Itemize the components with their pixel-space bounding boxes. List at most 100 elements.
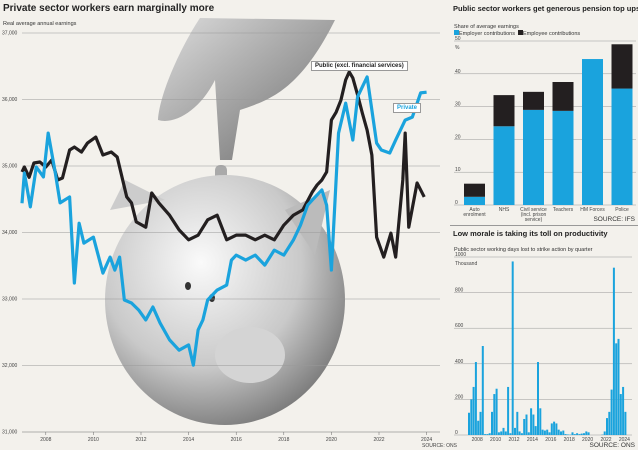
- pension-unit: %: [455, 45, 460, 51]
- strike-bar: [518, 431, 521, 435]
- strike-bar: [562, 430, 565, 435]
- strike-bar: [557, 429, 560, 435]
- strike-bar: [560, 431, 562, 435]
- strike-bar: [624, 411, 627, 435]
- y-tick-label: 30: [455, 102, 461, 108]
- x-tick-label: 2014: [183, 437, 194, 443]
- piggy-body: [105, 175, 345, 425]
- strike-bar: [553, 421, 556, 435]
- strike-bar: [474, 362, 477, 435]
- category-label: enrolment: [463, 212, 486, 218]
- strike-bar: [606, 418, 608, 435]
- legend-employer: Employer contributions: [454, 30, 515, 37]
- main-source: SOURCE: ONS: [422, 443, 458, 449]
- legend-swatch-employer: [454, 30, 459, 35]
- y-tick-label: 50: [455, 36, 461, 42]
- private-line: [20, 75, 427, 367]
- y-tick-label: 800: [455, 288, 464, 294]
- strike-bar: [541, 429, 544, 435]
- strike-bar: [488, 433, 491, 435]
- strike-bar: [534, 426, 537, 435]
- pension-source: SOURCE: IFS: [593, 216, 635, 223]
- strike-bar: [472, 386, 475, 435]
- x-tick-label: 2020: [582, 437, 593, 443]
- strike-bar: [550, 423, 553, 435]
- strike-bar: [539, 408, 542, 435]
- category-label: NHS: [499, 207, 510, 213]
- employee-bar: [611, 44, 633, 89]
- x-tick-label: 2022: [373, 437, 384, 443]
- category-label: Auto: [469, 207, 480, 213]
- y-tick-label: 37,000: [2, 31, 18, 37]
- strike-bar: [520, 433, 523, 435]
- employer-bar: [493, 126, 515, 205]
- strike-bar: [583, 433, 585, 435]
- y-tick-label: 32,000: [2, 363, 18, 369]
- strike-bar: [532, 414, 535, 435]
- strike-bar: [507, 386, 510, 435]
- strike-bar: [470, 399, 473, 435]
- strike-bar: [525, 414, 528, 435]
- x-tick-label: 2018: [564, 437, 575, 443]
- strike-bar: [622, 386, 625, 435]
- x-tick-label: 2020: [326, 437, 337, 443]
- x-tick-label: 2008: [472, 437, 483, 443]
- strike-bar: [619, 394, 622, 435]
- strike-bar: [548, 432, 551, 435]
- strike-title: Low morale is taking its toll on product…: [453, 229, 608, 238]
- strike-bar: [468, 412, 470, 435]
- x-tick-label: 2016: [545, 437, 556, 443]
- y-tick-label: 0: [455, 430, 458, 436]
- strike-unit: Thousand: [455, 261, 478, 267]
- y-tick-label: 400: [455, 359, 464, 365]
- employer-bar: [552, 110, 574, 205]
- employer-bar: [464, 196, 485, 205]
- y-tick-label: 34,000: [2, 230, 18, 236]
- strike-bar: [479, 411, 482, 435]
- x-tick-label: 2022: [600, 437, 611, 443]
- main-title: Private sector workers earn marginally m…: [3, 3, 215, 14]
- strike-bar: [566, 434, 569, 435]
- public-line: [20, 70, 426, 259]
- employee-bar: [523, 91, 544, 110]
- x-tick-label: 2016: [231, 437, 242, 443]
- main-subtitle: Real average annual earnings: [3, 21, 77, 27]
- strike-bar: [537, 362, 539, 435]
- strike-bar: [527, 432, 530, 435]
- y-tick-label: 0: [455, 200, 458, 206]
- hand-image: [158, 18, 335, 160]
- pension-title: Public sector workers get generous pensi…: [453, 4, 638, 13]
- public-series-label: Public (excl. financial services): [311, 61, 408, 71]
- strike-bar: [543, 430, 546, 435]
- x-tick-label: 2010: [88, 437, 99, 443]
- strike-bar: [585, 431, 588, 435]
- strike-bar: [514, 427, 516, 435]
- y-tick-label: 20: [455, 134, 461, 140]
- piggy-ear-right: [285, 190, 330, 255]
- legend-employee: Employee contributions: [518, 30, 580, 37]
- employee-bar: [493, 95, 515, 127]
- category-label: Teachers: [553, 207, 574, 213]
- employer-bar: [611, 88, 633, 205]
- legend-swatch-employee: [518, 30, 523, 35]
- legend-label: Employee contributions: [523, 31, 581, 37]
- strike-bar: [610, 389, 613, 435]
- strike-bar: [504, 431, 507, 435]
- strike-bar: [495, 388, 498, 435]
- y-tick-label: 40: [455, 69, 461, 75]
- strike-bar: [497, 432, 500, 435]
- y-tick-label: 600: [455, 323, 464, 329]
- y-tick-label: 36,000: [2, 97, 18, 103]
- strike-bar: [617, 338, 620, 435]
- strike-bar: [546, 429, 549, 435]
- strike-bar: [511, 261, 514, 435]
- strike-bar: [587, 432, 590, 435]
- strike-bar: [516, 411, 519, 435]
- x-tick-label: 2018: [278, 437, 289, 443]
- strike-bar: [509, 433, 512, 435]
- category-label: Civil service: [520, 207, 547, 213]
- piggy-snout: [215, 327, 285, 383]
- strike-bar: [578, 434, 581, 435]
- x-tick-label: 2012: [508, 437, 519, 443]
